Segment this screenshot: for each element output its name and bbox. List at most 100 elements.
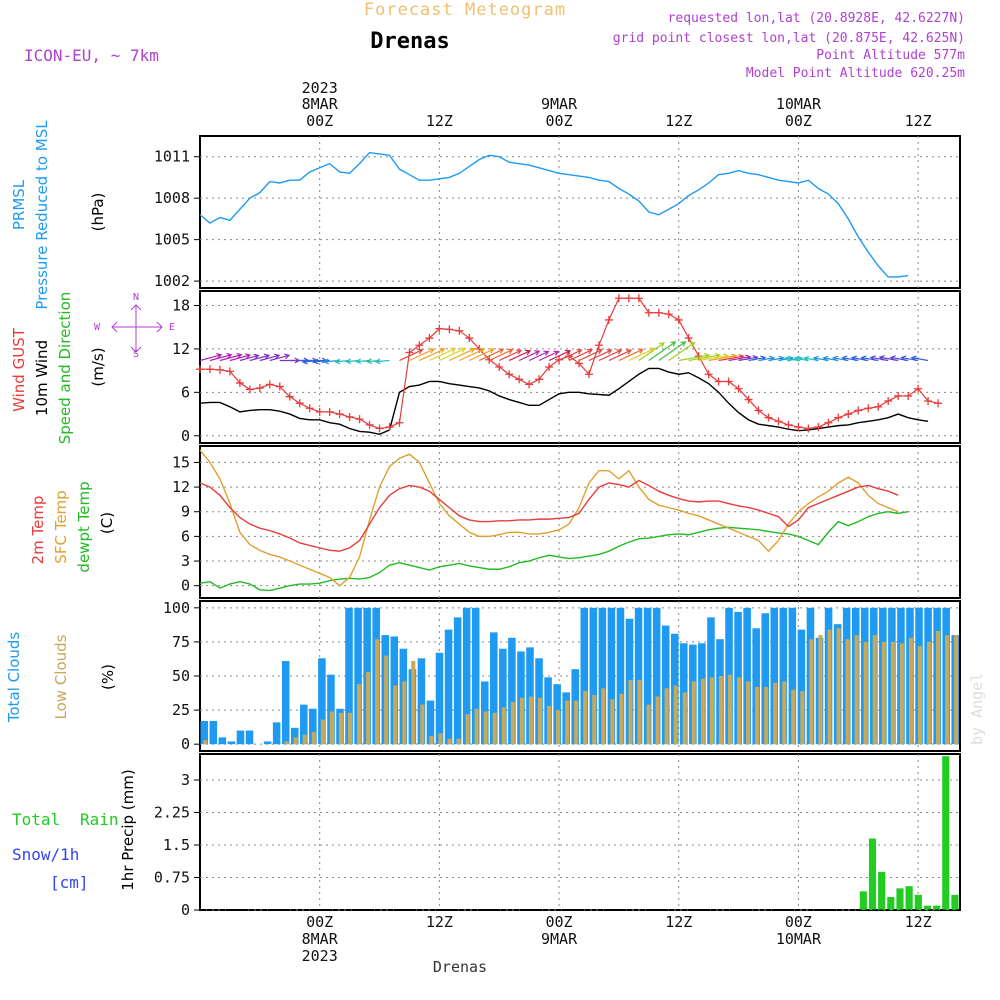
wind-direction-arrow bbox=[638, 342, 666, 361]
gust-marker bbox=[215, 365, 224, 374]
low-cloud-bar bbox=[528, 696, 533, 745]
low-cloud-bar bbox=[366, 671, 371, 745]
total-cloud-bar bbox=[417, 658, 426, 745]
total-cloud-bar bbox=[607, 607, 616, 745]
y-tick-label-temp: 12 bbox=[172, 478, 190, 496]
wind-direction-arrow bbox=[219, 352, 243, 362]
low-cloud-bar bbox=[610, 699, 615, 745]
wind-direction-arrow bbox=[668, 341, 696, 361]
low-cloud-bar bbox=[519, 697, 524, 745]
bottom-tick-year: 2023 bbox=[302, 947, 338, 965]
bottom-tick-hour: 00Z bbox=[546, 913, 573, 931]
low-cloud-bar bbox=[583, 691, 588, 745]
low-cloud-bar bbox=[546, 706, 552, 745]
top-tick-hour: 12Z bbox=[665, 112, 692, 130]
low-cloud-bar bbox=[954, 635, 959, 745]
wind-direction-arrow bbox=[419, 347, 446, 362]
gust-marker bbox=[305, 404, 314, 413]
gust-marker bbox=[794, 423, 803, 432]
gust-marker bbox=[525, 380, 534, 389]
low-cloud-bar bbox=[655, 696, 660, 745]
gust-marker bbox=[355, 415, 364, 424]
gust-marker bbox=[465, 334, 474, 343]
bottom-tick-date: 8MAR bbox=[302, 930, 339, 948]
y-tick-label-clouds: 50 bbox=[172, 667, 190, 685]
wind-direction-arrow bbox=[429, 347, 457, 362]
low-cloud-bar bbox=[420, 704, 425, 745]
wind-direction-arrow bbox=[869, 355, 889, 362]
total-cloud-bar bbox=[779, 607, 788, 745]
wind-direction-arrow bbox=[860, 355, 879, 362]
wind-direction-arrow bbox=[588, 349, 613, 362]
wind-direction-arrow bbox=[578, 348, 603, 362]
panel-frame-precip bbox=[199, 753, 961, 911]
cloud-label-total: Total Clouds bbox=[5, 632, 23, 724]
low-cloud-bar bbox=[556, 710, 561, 745]
gust-marker bbox=[395, 418, 404, 427]
low-cloud-bar bbox=[890, 641, 895, 745]
wind-direction-arrow bbox=[528, 350, 550, 362]
low-cloud-bar bbox=[565, 700, 570, 745]
gust-marker bbox=[854, 406, 863, 415]
low-cloud-bar bbox=[908, 637, 913, 745]
total-cloud-bar bbox=[300, 704, 308, 745]
pressure-label-prmsl: PRMSL bbox=[10, 179, 28, 230]
gust-marker bbox=[265, 380, 274, 389]
y-tick-label-wind: 6 bbox=[181, 383, 190, 401]
low-cloud-bar bbox=[456, 738, 461, 745]
low-cloud-bar bbox=[836, 628, 841, 745]
gust-marker bbox=[515, 375, 524, 384]
total-cloud-bar bbox=[327, 674, 335, 745]
compass-w: W bbox=[94, 322, 101, 333]
total-cloud-bar bbox=[354, 607, 362, 745]
bottom-tick-hour: 12Z bbox=[905, 913, 932, 931]
low-cloud-bar bbox=[854, 635, 859, 745]
wind-direction-arrow bbox=[518, 350, 541, 362]
precip-axis-label: 1hr Precip (mm) bbox=[119, 769, 137, 890]
gust-marker bbox=[884, 397, 893, 406]
wind-direction-arrow bbox=[783, 355, 799, 362]
low-cloud-bar bbox=[329, 711, 334, 745]
total-cloud-bar bbox=[761, 613, 769, 745]
total-cloud-bar bbox=[797, 629, 806, 745]
y-tick-label-temp: 6 bbox=[181, 527, 190, 545]
low-cloud-bar bbox=[926, 641, 932, 745]
wind-direction-arrow bbox=[548, 349, 572, 362]
gust-marker bbox=[894, 391, 903, 400]
gust-marker bbox=[824, 418, 833, 427]
low-cloud-bar bbox=[673, 685, 678, 745]
low-cloud-bar bbox=[664, 688, 669, 745]
temp-unit: (C) bbox=[98, 512, 116, 534]
y-tick-label-clouds: 25 bbox=[172, 701, 190, 719]
gust-marker bbox=[724, 377, 733, 386]
low-cloud-bar bbox=[619, 693, 624, 745]
y-tick-label-clouds: 100 bbox=[163, 599, 190, 617]
wind-direction-arrow bbox=[374, 358, 390, 365]
low-cloud-bar bbox=[284, 741, 289, 745]
gust-marker bbox=[834, 413, 843, 422]
low-cloud-bar bbox=[302, 734, 307, 745]
wind-label-direction: Speed and Direction bbox=[56, 292, 74, 445]
total-cloud-bar bbox=[652, 607, 661, 745]
wind-direction-arrow bbox=[301, 358, 320, 365]
total-cloud-bar bbox=[245, 730, 254, 745]
bottom-tick-hour: 00Z bbox=[785, 913, 812, 931]
low-cloud-bar bbox=[510, 701, 515, 745]
compass-rose-icon bbox=[111, 304, 163, 353]
total-cloud-bar bbox=[743, 607, 751, 745]
low-cloud-bar bbox=[203, 740, 208, 745]
low-cloud-bar bbox=[447, 738, 452, 745]
gust-marker bbox=[285, 392, 294, 401]
watermark: by Angel bbox=[968, 673, 986, 745]
wind-direction-arrow bbox=[618, 348, 644, 362]
gust-marker bbox=[924, 397, 933, 406]
low-cloud-bar bbox=[384, 655, 389, 745]
low-cloud-bar bbox=[845, 639, 850, 745]
low-cloud-bar bbox=[492, 712, 497, 745]
wind-direction-arrow bbox=[269, 353, 291, 362]
low-cloud-bar bbox=[338, 712, 343, 745]
low-cloud-bar bbox=[356, 684, 362, 745]
gust-marker bbox=[684, 334, 693, 343]
total-cloud-bar bbox=[643, 607, 652, 745]
